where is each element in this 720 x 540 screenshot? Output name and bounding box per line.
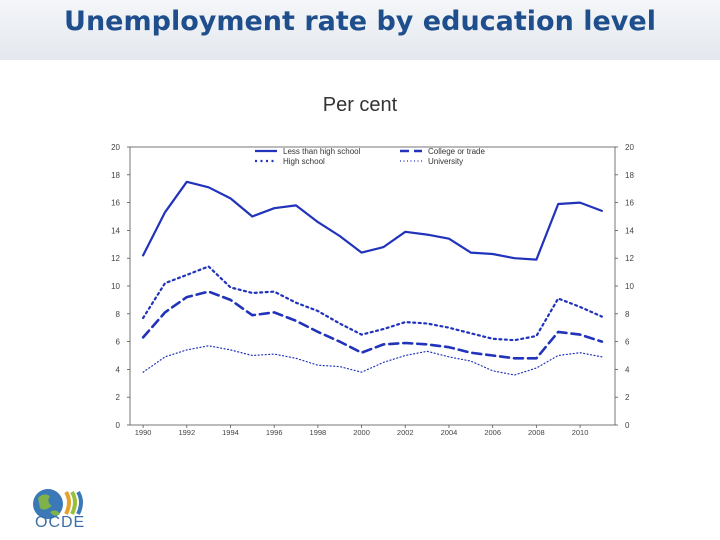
x-tick-label: 2002 bbox=[397, 428, 414, 435]
y-tick-label-left: 8 bbox=[116, 310, 121, 319]
series-line-1 bbox=[141, 290, 604, 360]
y-tick-label-left: 16 bbox=[111, 199, 120, 208]
series-line-2 bbox=[141, 265, 603, 342]
y-tick-label-right: 14 bbox=[625, 226, 634, 235]
title-bar: Unemployment rate by education level bbox=[0, 0, 720, 60]
y-tick-label-right: 8 bbox=[625, 310, 630, 319]
y-tick-label-left: 10 bbox=[111, 282, 120, 291]
chart-subtitle: Per cent bbox=[322, 94, 398, 116]
y-tick-label-left: 20 bbox=[111, 143, 120, 152]
y-tick-label-right: 18 bbox=[625, 171, 634, 180]
series-line-3 bbox=[142, 345, 603, 376]
chart-legend: Less than high school College or trade Hig… bbox=[255, 147, 485, 166]
y-tick-label-right: 4 bbox=[625, 365, 630, 374]
x-tick-label: 1994 bbox=[222, 428, 239, 435]
plot-frame bbox=[129, 146, 616, 426]
series-line-0 bbox=[141, 180, 603, 261]
y-tick-label-left: 6 bbox=[116, 338, 121, 347]
y-tick-label-right: 20 bbox=[625, 143, 634, 152]
x-axis: 1990 1992 1994 1996 1998 2000 2002 2004 2006 2008… bbox=[135, 425, 589, 435]
y-tick-label-right: 10 bbox=[625, 282, 634, 291]
x-tick-label: 1992 bbox=[178, 428, 195, 435]
y-tick-label-left: 14 bbox=[111, 226, 120, 235]
legend-label: College or trade bbox=[428, 147, 485, 156]
legend-label: Less than high school bbox=[283, 147, 361, 156]
page-title: Unemployment rate by education level bbox=[64, 6, 656, 37]
y-tick-label-left: 4 bbox=[116, 365, 121, 374]
x-tick-label: 2006 bbox=[484, 428, 501, 435]
y-tick-label-right: 16 bbox=[625, 199, 634, 208]
oecd-logo-icon bbox=[33, 489, 83, 519]
y-tick-label-right: 12 bbox=[625, 254, 634, 263]
y-tick-label-right: 2 bbox=[625, 393, 630, 402]
y-tick-label-right: 6 bbox=[625, 338, 630, 347]
x-tick-label: 1990 bbox=[135, 428, 152, 435]
logo-text: OCDE bbox=[35, 514, 86, 531]
legend-label: University bbox=[428, 157, 463, 166]
x-tick-label: 2008 bbox=[528, 428, 545, 435]
y-tick-label-left: 2 bbox=[116, 393, 121, 402]
y-tick-label-left: 12 bbox=[111, 254, 120, 263]
series-lines bbox=[141, 180, 604, 376]
y-tick-label-right: 0 bbox=[625, 421, 630, 430]
legend-label: High school bbox=[283, 157, 325, 166]
y-tick-label-left: 0 bbox=[116, 421, 121, 430]
x-tick-label: 2000 bbox=[353, 428, 370, 435]
y-tick-label-left: 18 bbox=[111, 171, 120, 180]
x-tick-label: 1996 bbox=[266, 428, 283, 435]
x-tick-label: 2010 bbox=[572, 428, 589, 435]
x-tick-label: 1998 bbox=[310, 428, 327, 435]
x-tick-label: 2004 bbox=[441, 428, 458, 435]
plot-border bbox=[129, 146, 616, 426]
